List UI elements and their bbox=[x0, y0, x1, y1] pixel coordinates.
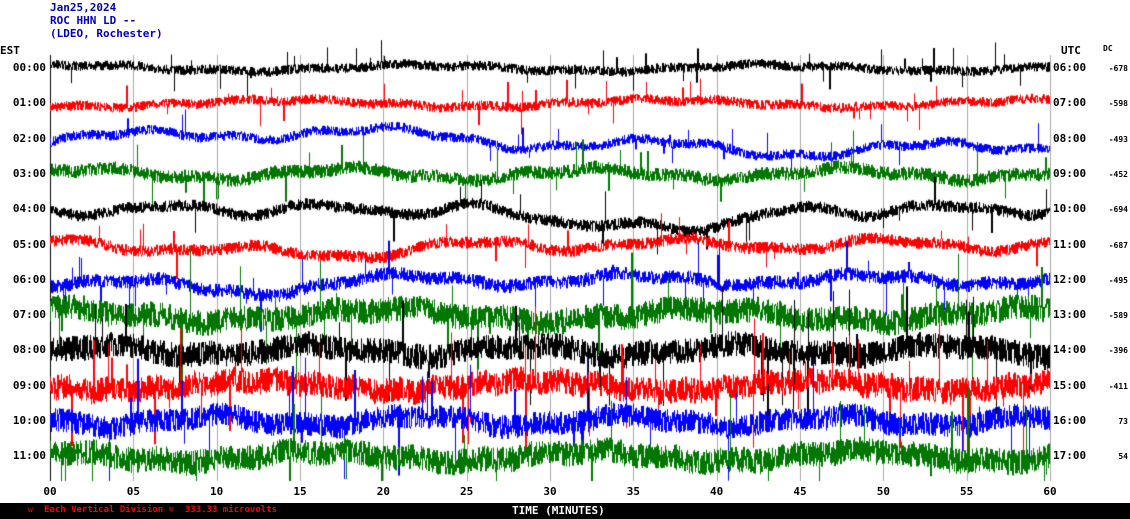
est-hour-label: 08:00 bbox=[12, 343, 46, 357]
utc-axis-label: UTC bbox=[1061, 44, 1081, 57]
dc-offset-value: -495 bbox=[1108, 275, 1128, 285]
header-location: (LDEO, Rochester) bbox=[50, 27, 163, 40]
header-date: Jan25,2024 bbox=[50, 1, 117, 14]
dc-offset-value: -589 bbox=[1108, 311, 1128, 321]
x-axis-title: TIME (MINUTES) bbox=[512, 504, 605, 517]
est-hour-label: 00:00 bbox=[12, 61, 46, 74]
utc-hour-label: 17:00 bbox=[1053, 449, 1087, 463]
dc-offset-value: -411 bbox=[1108, 381, 1128, 391]
x-tick-label: 05 bbox=[126, 485, 140, 498]
x-tick-label: 55 bbox=[960, 485, 974, 498]
x-tick-label: 15 bbox=[293, 485, 307, 498]
dc-offset-value: -598 bbox=[1108, 99, 1128, 109]
scale-note: Each Vertical Division = 333.33 microvol… bbox=[44, 505, 277, 515]
x-tick-label: 10 bbox=[210, 485, 224, 498]
dc-axis-label: DC bbox=[1103, 44, 1113, 53]
x-tick-label: 25 bbox=[460, 485, 474, 498]
utc-hour-label: 07:00 bbox=[1053, 96, 1087, 110]
utc-hour-label: 09:00 bbox=[1053, 166, 1087, 180]
est-hour-label: 09:00 bbox=[12, 378, 46, 392]
utc-hour-label: 12:00 bbox=[1053, 272, 1087, 286]
est-hour-label: 05:00 bbox=[12, 237, 46, 251]
est-hour-label: 01:00 bbox=[12, 96, 46, 110]
est-hour-label: 06:00 bbox=[12, 272, 46, 286]
header-station: ROC HHN LD -- bbox=[50, 14, 137, 27]
dc-offset-value: -694 bbox=[1108, 205, 1128, 215]
dc-offset-value: 54 bbox=[1118, 452, 1128, 462]
est-hour-label: 02:00 bbox=[12, 131, 46, 145]
utc-hour-label: 08:00 bbox=[1053, 131, 1087, 145]
dc-offset-value: -396 bbox=[1108, 346, 1128, 356]
est-hour-label: 03:00 bbox=[12, 166, 46, 180]
est-hour-label: 10:00 bbox=[12, 414, 46, 427]
x-tick-label: 00 bbox=[43, 485, 57, 498]
dc-offset-value: 73 bbox=[1118, 417, 1128, 426]
utc-hour-label: 16:00 bbox=[1053, 414, 1087, 427]
utc-hour-label: 06:00 bbox=[1053, 61, 1087, 74]
est-hour-label: 07:00 bbox=[12, 308, 46, 322]
x-tick-label: 40 bbox=[710, 485, 724, 498]
utc-hour-label: 10:00 bbox=[1053, 202, 1087, 216]
dc-offset-value: -452 bbox=[1108, 169, 1128, 179]
x-tick-label: 30 bbox=[543, 485, 557, 498]
footer-marker: w bbox=[28, 505, 33, 514]
est-axis-label: EST bbox=[0, 44, 20, 57]
x-tick-label: 35 bbox=[626, 485, 640, 498]
footer-bar bbox=[0, 503, 1130, 519]
dc-offset-value: -678 bbox=[1108, 64, 1128, 73]
utc-hour-label: 14:00 bbox=[1053, 343, 1087, 357]
est-hour-label: 04:00 bbox=[12, 202, 46, 216]
x-tick-label: 50 bbox=[876, 485, 890, 498]
utc-hour-label: 15:00 bbox=[1053, 378, 1087, 392]
x-tick-label: 60 bbox=[1043, 485, 1057, 498]
x-tick-label: 45 bbox=[793, 485, 807, 498]
x-tick-label: 20 bbox=[376, 485, 390, 498]
dc-offset-value: -687 bbox=[1108, 240, 1128, 250]
utc-hour-label: 11:00 bbox=[1053, 237, 1087, 251]
est-hour-label: 11:00 bbox=[12, 449, 46, 463]
dc-offset-value: -493 bbox=[1108, 134, 1128, 144]
utc-hour-label: 13:00 bbox=[1053, 308, 1087, 322]
